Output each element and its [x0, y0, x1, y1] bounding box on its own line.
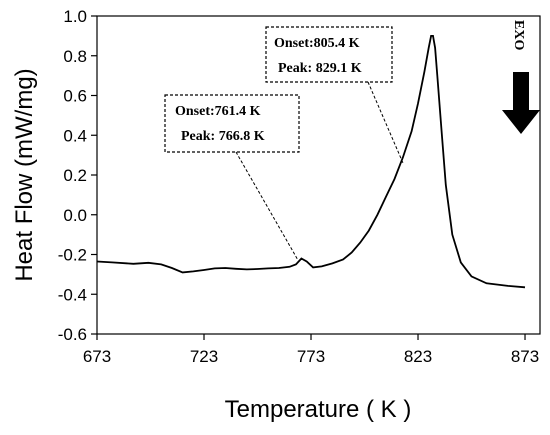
annotation-onset-label: Onset:805.4 K — [274, 36, 360, 51]
annotation-second-peak: Onset:805.4 K Peak: 829.1 K — [265, 26, 404, 164]
y-tick-label: 0.8 — [63, 47, 87, 66]
series-line — [96, 35, 526, 289]
x-axis-title: Temperature ( K ) — [225, 396, 412, 423]
x-tick-label: 723 — [190, 347, 218, 366]
annotation-first-peak: Onset:761.4 K Peak: 766.8 K — [164, 94, 300, 261]
y-tick-label: 0.4 — [63, 126, 87, 145]
y-tick-label: -0.2 — [58, 246, 87, 265]
y-tick-label: 1.0 — [63, 7, 87, 26]
down-arrow-icon — [502, 72, 540, 134]
x-tick-label: 823 — [404, 347, 432, 366]
annotation-box — [164, 94, 300, 153]
annotation-box — [265, 26, 393, 83]
exo-indicator: EXO — [502, 20, 540, 134]
x-tick-label: 873 — [511, 347, 539, 366]
y-tick-label: -0.6 — [58, 325, 87, 344]
x-tick-label: 773 — [297, 347, 325, 366]
y-tick-label: 0.2 — [63, 166, 87, 185]
y-tick-label: 0.6 — [63, 87, 87, 106]
annotation-peak-label: Peak: 766.8 K — [181, 129, 265, 144]
y-tick-label: 0.0 — [63, 206, 87, 225]
x-axis-ticks: 673 723 773 823 873 — [83, 334, 539, 366]
y-axis-title: Heat Flow (mW/mg) — [11, 68, 38, 281]
y-axis-ticks: -0.6 -0.4 -0.2 0.0 0.2 0.4 0.6 0.8 1.0 — [58, 7, 97, 344]
y-tick-label: -0.4 — [58, 285, 87, 304]
exo-label: EXO — [511, 20, 526, 50]
annotation-leader-line — [235, 151, 299, 261]
annotation-peak-label: Peak: 829.1 K — [278, 61, 362, 76]
annotation-leader-line — [367, 81, 404, 164]
x-tick-label: 673 — [83, 347, 111, 366]
annotation-onset-label: Onset:761.4 K — [175, 104, 261, 119]
